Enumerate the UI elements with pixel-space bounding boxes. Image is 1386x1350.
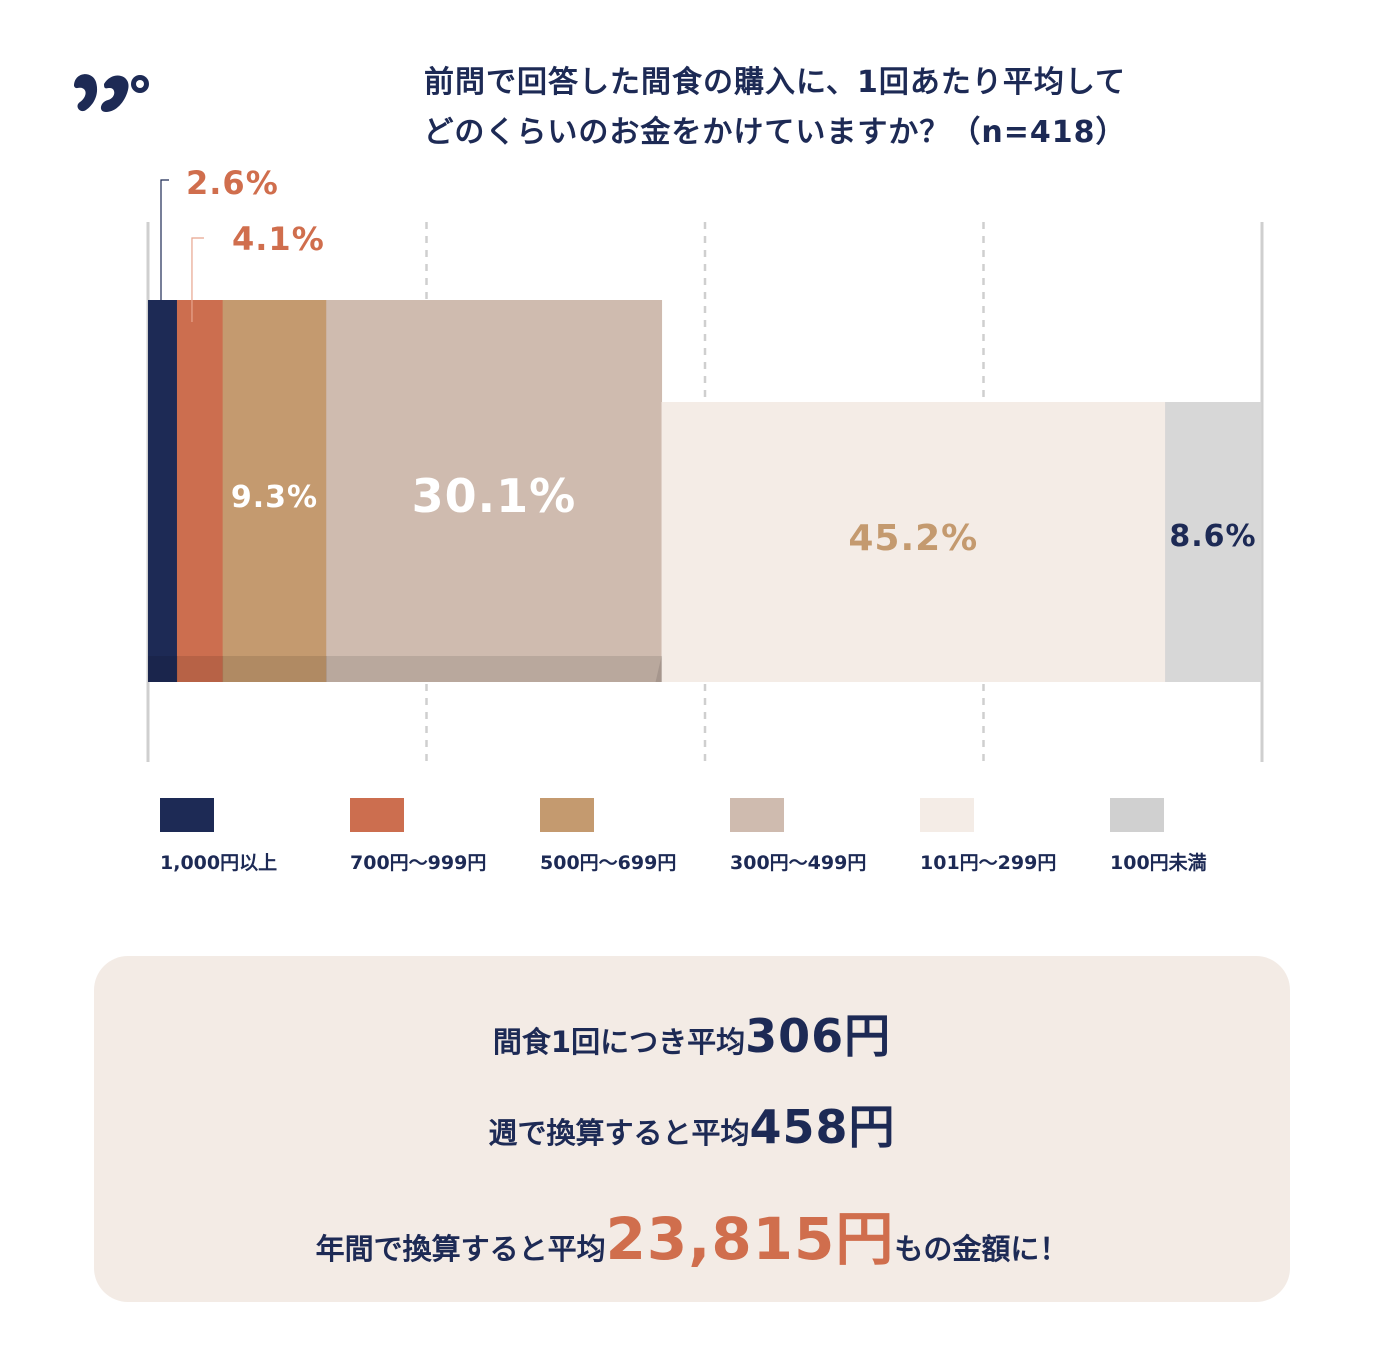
legend-item-2: 700円～999円: [350, 798, 540, 888]
summary-line1-prefix: 間食1回につき平均: [492, 1025, 746, 1059]
bar-segment-6: [1165, 402, 1262, 682]
chart-title-line1: 前問で回答した間食の購入に、1回あたり平均して: [423, 65, 1127, 100]
leader-line-1: [160, 179, 169, 300]
summary-line2-prefix: 週で換算すると平均: [488, 1116, 750, 1150]
chart-legend: 1,000円以上 700円～999円 500円～699円 300円～499円 101円～…: [160, 798, 1300, 888]
legend-swatch: [920, 798, 974, 832]
legend-label: 500円～699円: [540, 852, 677, 874]
legend-label: 101円～299円: [920, 852, 1057, 874]
summary-line3-suffix: もの金額に！: [894, 1232, 1069, 1266]
summary-box: 間食1回につき平均306円 週で換算すると平均458円 年間で換算すると平均23…: [94, 956, 1290, 1302]
bar-base-shade-edge: [655, 656, 662, 682]
summary-line-weekly: 週で換算すると平均458円: [94, 1091, 1290, 1157]
legend-swatch: [350, 798, 404, 832]
summary-line1-value: 306円: [745, 1009, 892, 1063]
data-label-2: 4.1%: [232, 220, 325, 258]
data-label-6: 8.6%: [1169, 519, 1256, 554]
bar-segment-5: [661, 402, 1166, 682]
legend-label: 1,000円以上: [160, 852, 278, 874]
legend-swatch: [730, 798, 784, 832]
bar-segment-3: [222, 300, 327, 682]
legend-item-6: 100円未満: [1110, 798, 1300, 888]
bar-base-shade-2: [176, 656, 224, 682]
legend-label: 700円～999円: [350, 852, 487, 874]
legend-item-3: 500円～699円: [540, 798, 730, 888]
brand-logo-icon: [74, 74, 149, 112]
summary-line3-value: 23,815円: [605, 1205, 895, 1273]
legend-swatch: [1110, 798, 1164, 832]
legend-swatch: [540, 798, 594, 832]
chart-title: 前問で回答した間食の購入に、1回あたり平均して どのくらいのお金をかけていますか…: [300, 58, 1250, 158]
data-label-5: 45.2%: [848, 518, 978, 559]
data-label-3: 9.3%: [231, 480, 318, 515]
legend-swatch: [160, 798, 214, 832]
bar-base-shade-1: [148, 656, 178, 682]
bar-segment-1: [148, 300, 178, 682]
legend-label: 300円～499円: [730, 852, 867, 874]
stacked-bar-chart: 2.6% 4.1% 9.3% 30.1% 45.2% 8.6%: [146, 164, 1264, 762]
bar-segment-2: [176, 300, 224, 682]
summary-line-yearly: 年間で換算すると平均23,815円もの金額に！: [94, 1192, 1290, 1276]
leader-line-2: [191, 237, 204, 322]
summary-line3-prefix: 年間で換算すると平均: [315, 1232, 606, 1266]
bar-base-shade-4: [326, 656, 663, 682]
legend-item-5: 101円～299円: [920, 798, 1110, 888]
legend-label: 100円未満: [1110, 852, 1207, 874]
summary-line-per-time: 間食1回につき平均306円: [94, 1000, 1290, 1066]
data-label-4: 30.1%: [412, 469, 577, 523]
legend-item-1: 1,000円以上: [160, 798, 350, 888]
data-label-1: 2.6%: [186, 164, 279, 202]
bar-segment-4: [326, 300, 663, 682]
legend-item-4: 300円～499円: [730, 798, 920, 888]
chart-title-line2: どのくらいのお金をかけていますか？（n=418）: [423, 115, 1127, 150]
summary-line2-value: 458円: [749, 1100, 896, 1154]
bar-base-shade-3: [222, 656, 327, 682]
